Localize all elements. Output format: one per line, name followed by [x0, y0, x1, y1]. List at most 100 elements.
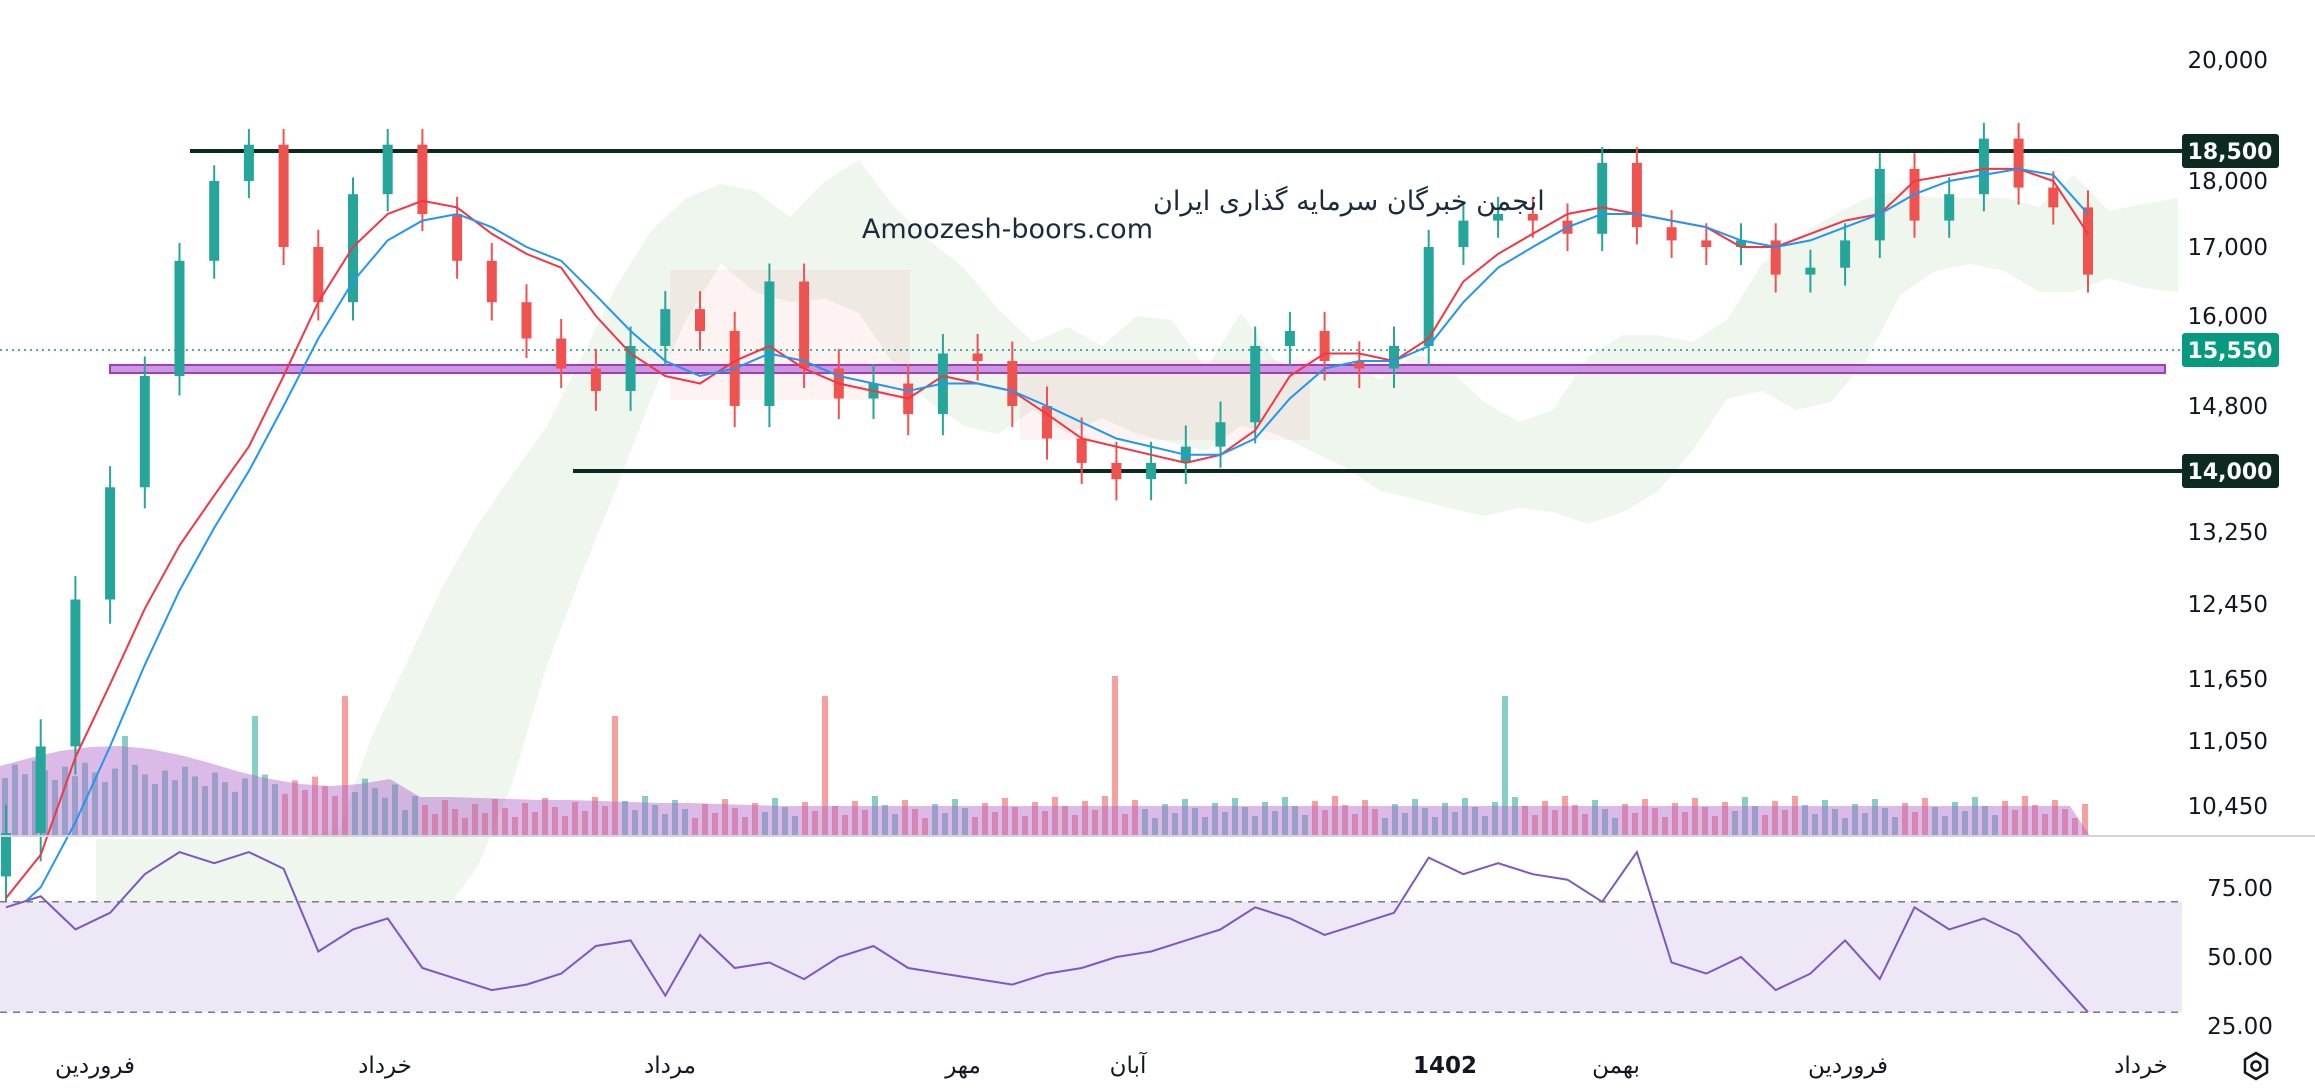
- volume-bar: [1292, 806, 1298, 836]
- volume-bar: [942, 813, 948, 836]
- price-axis-tick: 11,650: [2188, 667, 2268, 693]
- volume-bar: [122, 736, 128, 836]
- volume-bar: [1322, 810, 1328, 836]
- volume-bar: [652, 805, 658, 836]
- volume-bar: [1392, 804, 1398, 836]
- settings-icon[interactable]: [2243, 1051, 2269, 1081]
- volume-bar: [952, 799, 958, 836]
- volume-bar: [592, 797, 598, 836]
- volume-bar: [1532, 815, 1538, 836]
- ema-line-1: [5, 167, 2089, 899]
- volume-bar: [1832, 809, 1838, 836]
- volume-bar: [472, 804, 478, 836]
- level-tag-14000-box: [2182, 454, 2279, 488]
- candle-body: [1389, 346, 1399, 369]
- volume-bar: [2062, 809, 2068, 836]
- volume-bar: [922, 818, 928, 836]
- volume-bar: [1792, 796, 1798, 836]
- volume-bar: [792, 816, 798, 836]
- volume-bar: [1232, 798, 1238, 836]
- volume-bar: [642, 796, 648, 836]
- volume-bar: [1372, 809, 1378, 836]
- candle-body: [2048, 187, 2059, 208]
- last-price-tag-box: [2182, 333, 2279, 367]
- volume-bar: [1742, 797, 1748, 836]
- candle-body: [139, 376, 150, 488]
- price-axis-tick: 14,800: [2188, 394, 2268, 420]
- volume-bar: [2002, 801, 2008, 836]
- price-axis[interactable]: 20,000 18,000 17,000 16,000 14,800 13,250 12,4…: [2188, 48, 2268, 820]
- volume-bar: [872, 796, 878, 836]
- volume-bar: [742, 817, 748, 836]
- volume-bar: [862, 810, 868, 836]
- price-axis-tick: 16,000: [2188, 304, 2268, 330]
- volume-bar: [1222, 812, 1228, 836]
- volume-bar: [1332, 796, 1338, 836]
- time-axis-label: 1402: [1413, 1053, 1477, 1079]
- candle-body: [2013, 138, 2024, 188]
- volume-bar: [2052, 800, 2058, 836]
- volume-bar: [1242, 807, 1248, 836]
- volume-bar: [1542, 801, 1548, 836]
- volume-bar: [672, 800, 678, 836]
- candle-body: [105, 487, 116, 600]
- volume-bar: [132, 764, 138, 836]
- volume-bar: [1942, 816, 1948, 836]
- volume-bar: [532, 812, 538, 836]
- volume-bar: [1302, 815, 1308, 836]
- volume-bar: [1932, 807, 1938, 836]
- candle-body: [1597, 162, 1608, 234]
- candle-body: [1250, 346, 1261, 423]
- volume-bar: [612, 716, 618, 836]
- volume-bar: [1622, 804, 1628, 836]
- volume-bar: [1802, 805, 1808, 836]
- volume-bar: [1582, 814, 1588, 836]
- volume-bar: [602, 806, 608, 836]
- volume-bar: [322, 786, 328, 836]
- rsi-axis[interactable]: 75.00 50.00 25.00: [2207, 876, 2273, 1040]
- volume-bar: [1712, 816, 1718, 836]
- volume-bar: [142, 774, 148, 836]
- volume-bar: [832, 806, 838, 836]
- volume-bar: [292, 780, 298, 836]
- candle-body: [1458, 220, 1469, 247]
- volume-bar: [362, 778, 368, 836]
- volume-bar: [1132, 800, 1138, 836]
- volume-bar: [72, 776, 78, 836]
- volume-bar: [1522, 806, 1528, 836]
- volume-bar: [112, 768, 118, 836]
- volume-bar: [192, 776, 198, 836]
- volume-bar: [1262, 802, 1268, 836]
- volume-bar: [502, 808, 508, 836]
- level-tag-14000-label: 14,000: [2188, 460, 2273, 485]
- volume-bar: [522, 803, 528, 836]
- volume-bar: [1472, 807, 1478, 836]
- volume-bar: [32, 760, 38, 836]
- volume-bar: [912, 809, 918, 836]
- volume-bar: [982, 803, 988, 836]
- candle-body: [1770, 240, 1781, 275]
- volume-bar: [332, 795, 338, 836]
- volume-bar: [412, 796, 418, 836]
- volume-bar: [232, 791, 238, 836]
- volume-bar: [1592, 800, 1598, 836]
- volume-bar: [1342, 805, 1348, 836]
- candle-body: [278, 144, 289, 247]
- price-axis-tick: 11,050: [2188, 729, 2268, 755]
- rsi-axis-tick: 25.00: [2207, 1014, 2273, 1040]
- volume-bar: [1182, 799, 1188, 836]
- volume-bar: [1282, 797, 1288, 836]
- volume-bar: [972, 817, 978, 836]
- time-axis[interactable]: فروردین خرداد مرداد مهر آبان 1402 بهمن فروردین خ…: [55, 1051, 2168, 1079]
- volume-bar: [22, 774, 28, 836]
- rsi-line: [5, 849, 2089, 1013]
- volume-bar: [462, 818, 468, 836]
- volume-bar: [842, 815, 848, 836]
- volume-bar: [2082, 804, 2088, 836]
- watermark-line-1: انجمن خبرگان سرمایه گذاری ایران: [1153, 185, 1545, 217]
- volume-bar: [1662, 817, 1668, 836]
- volume-bar: [2032, 805, 2038, 836]
- volume-bar: [102, 782, 108, 836]
- time-axis-label: مرداد: [644, 1053, 696, 1079]
